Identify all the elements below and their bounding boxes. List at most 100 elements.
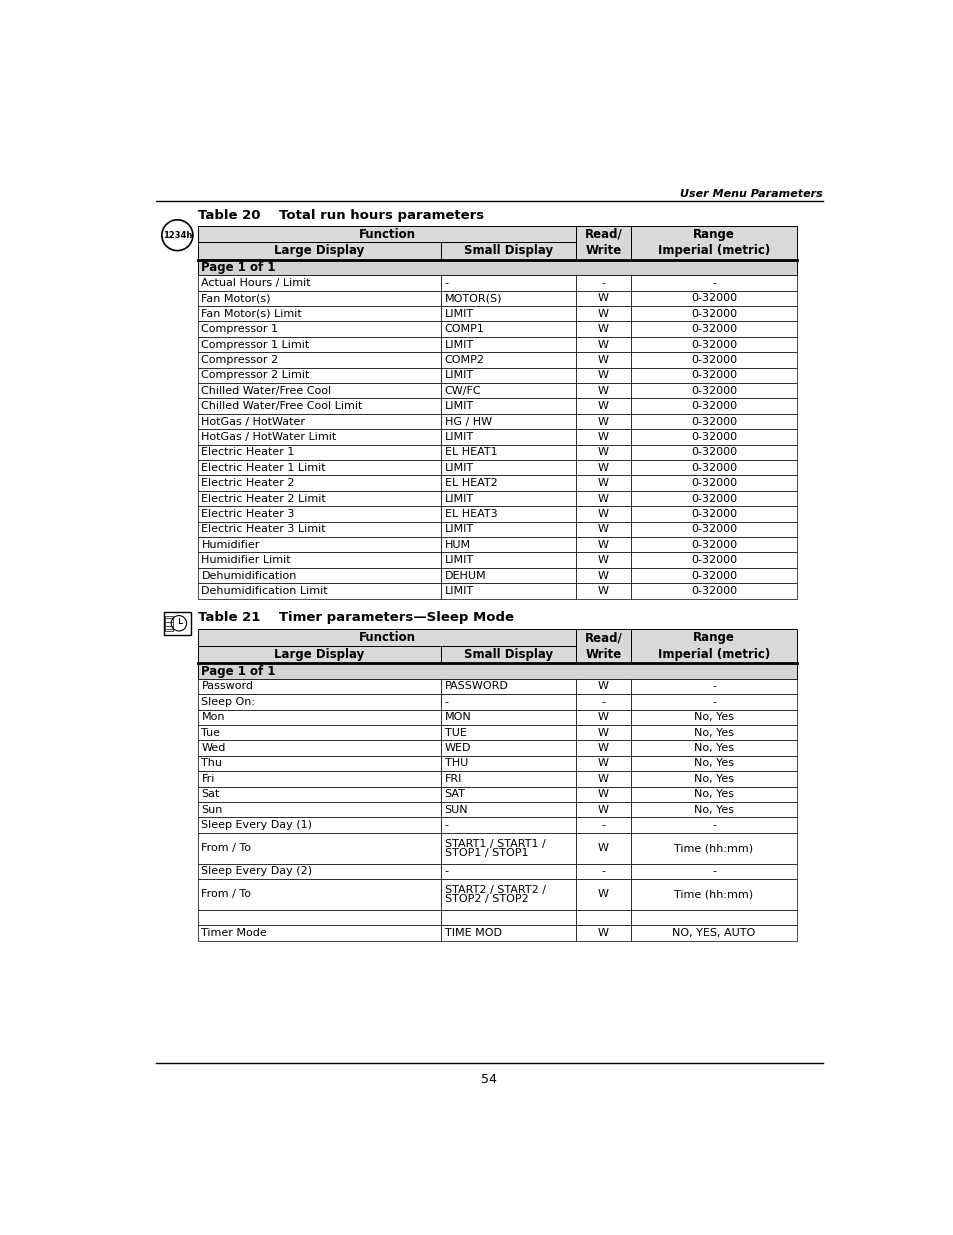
Text: TIME MOD: TIME MOD [444, 927, 501, 937]
Bar [197, 445, 440, 461]
Text: No, Yes: No, Yes [694, 713, 733, 722]
Text: From / To: From / To [201, 844, 252, 853]
Text: LIMIT: LIMIT [444, 525, 474, 535]
Text: W: W [598, 401, 608, 411]
Text: W: W [598, 324, 608, 335]
Bar [576, 771, 630, 787]
Text: W: W [598, 758, 608, 768]
Text: From / To: From / To [201, 889, 252, 899]
Bar [576, 679, 630, 694]
Bar [197, 490, 440, 506]
Text: -: - [711, 820, 716, 830]
Bar [576, 787, 630, 802]
Text: W: W [598, 774, 608, 784]
Text: W: W [598, 743, 608, 753]
Text: Sleep Every Day (1): Sleep Every Day (1) [201, 820, 312, 830]
Text: Sleep Every Day (2): Sleep Every Day (2) [201, 866, 313, 876]
Bar [630, 506, 797, 521]
Bar [197, 275, 440, 290]
Bar [576, 475, 630, 490]
Text: LIMIT: LIMIT [444, 585, 474, 597]
Text: 0-32000: 0-32000 [690, 340, 737, 350]
Bar [440, 679, 576, 694]
Text: -: - [444, 866, 448, 876]
Text: -: - [444, 278, 448, 288]
Text: W: W [598, 340, 608, 350]
Bar [576, 321, 630, 337]
Bar [440, 646, 576, 663]
Bar [440, 710, 576, 725]
Text: EL HEAT1: EL HEAT1 [444, 447, 497, 457]
Bar [630, 710, 797, 725]
Bar [197, 506, 440, 521]
Bar [576, 414, 630, 430]
Bar [197, 321, 440, 337]
Bar [440, 475, 576, 490]
Bar [197, 710, 440, 725]
Text: 0-32000: 0-32000 [690, 416, 737, 426]
Text: Read/: Read/ [584, 227, 622, 241]
Text: 0-32000: 0-32000 [690, 324, 737, 335]
Text: W: W [598, 713, 608, 722]
Text: Large Display: Large Display [274, 245, 364, 257]
Bar [197, 537, 440, 552]
Text: Sleep On:: Sleep On: [201, 697, 255, 706]
Bar [630, 583, 797, 599]
Text: COMP2: COMP2 [444, 354, 484, 366]
Bar [576, 461, 630, 475]
Bar [576, 568, 630, 583]
Bar [576, 430, 630, 445]
Text: Table 20    Total run hours parameters: Table 20 Total run hours parameters [197, 210, 483, 222]
Text: No, Yes: No, Yes [694, 805, 733, 815]
Bar [440, 771, 576, 787]
Bar [197, 414, 440, 430]
Text: SUN: SUN [444, 805, 468, 815]
Text: Electric Heater 2: Electric Heater 2 [201, 478, 294, 488]
Text: User Menu Parameters: User Menu Parameters [679, 189, 822, 199]
Text: W: W [598, 571, 608, 580]
Text: CW/FC: CW/FC [444, 385, 481, 395]
Bar [440, 879, 576, 910]
Bar [576, 521, 630, 537]
Text: W: W [598, 585, 608, 597]
Text: STOP2 / STOP2: STOP2 / STOP2 [444, 894, 528, 904]
Text: 54: 54 [480, 1073, 497, 1087]
Text: Compressor 2 Limit: Compressor 2 Limit [201, 370, 310, 380]
Bar [197, 306, 440, 321]
Text: W: W [598, 556, 608, 566]
Bar [164, 611, 191, 635]
Bar [440, 275, 576, 290]
Text: WED: WED [444, 743, 471, 753]
Text: Range: Range [693, 631, 734, 643]
Bar [440, 383, 576, 399]
Text: Imperial (metric): Imperial (metric) [658, 648, 769, 661]
Bar [440, 910, 576, 925]
Text: W: W [598, 789, 608, 799]
Bar [630, 290, 797, 306]
Bar [197, 679, 440, 694]
Bar [440, 925, 576, 941]
Text: -: - [444, 697, 448, 706]
Bar [440, 802, 576, 818]
Text: Fan Motor(s): Fan Motor(s) [201, 294, 271, 304]
Bar [197, 475, 440, 490]
Text: Compressor 1 Limit: Compressor 1 Limit [201, 340, 310, 350]
Bar [440, 521, 576, 537]
Text: W: W [598, 385, 608, 395]
Bar [197, 242, 440, 259]
Text: Sun: Sun [201, 805, 223, 815]
Bar [197, 694, 440, 710]
Text: 0-32000: 0-32000 [690, 478, 737, 488]
Text: No, Yes: No, Yes [694, 789, 733, 799]
Text: 0-32000: 0-32000 [690, 556, 737, 566]
Text: Compressor 1: Compressor 1 [201, 324, 278, 335]
Text: HG / HW: HG / HW [444, 416, 492, 426]
Text: 0-32000: 0-32000 [690, 585, 737, 597]
Bar [440, 694, 576, 710]
Bar [630, 925, 797, 941]
Text: No, Yes: No, Yes [694, 727, 733, 737]
Bar [197, 583, 440, 599]
Bar [576, 863, 630, 879]
Bar [197, 226, 576, 242]
Bar [576, 740, 630, 756]
